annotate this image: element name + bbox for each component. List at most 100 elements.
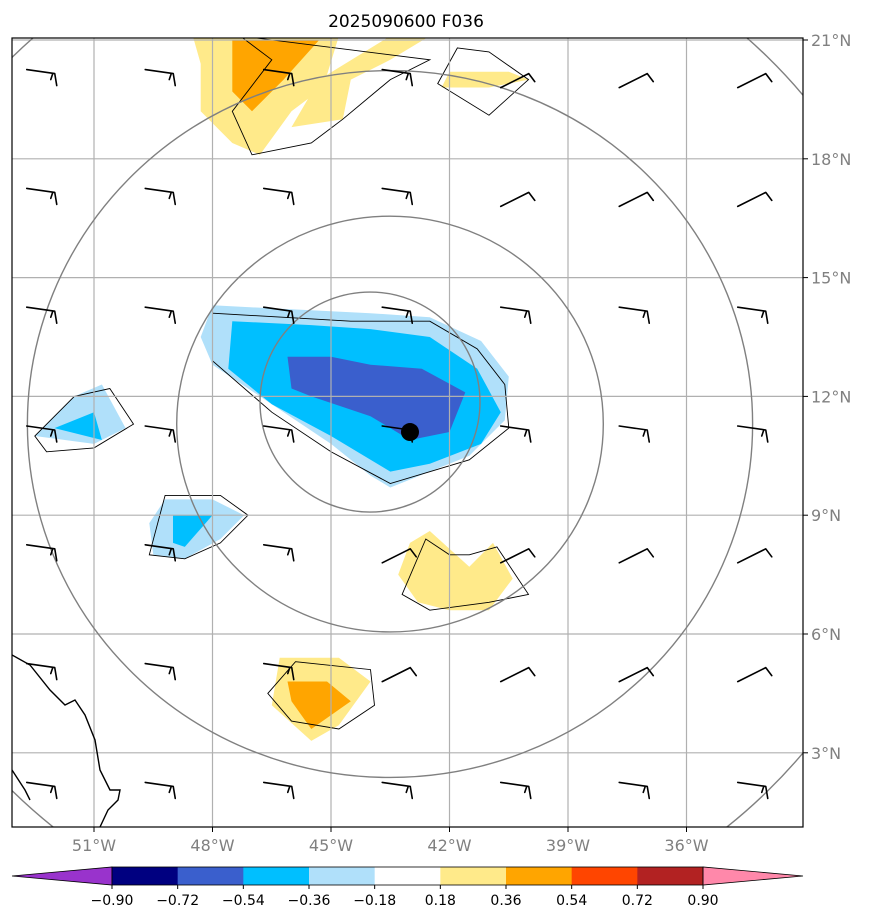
- wind-barb: [736, 781, 769, 800]
- x-tick-label: 48°W: [190, 836, 234, 855]
- wind-barb: [381, 306, 414, 324]
- wind-barb: [144, 68, 177, 87]
- filled-region-13: [287, 681, 351, 729]
- colorbar-label: 0.54: [556, 893, 587, 909]
- colorbar-extend-high: [702, 866, 804, 886]
- storm-center-marker: [401, 423, 419, 442]
- x-tick-label: 45°W: [309, 836, 353, 855]
- colorbar-label: 0.18: [425, 893, 456, 909]
- filled-region-9: [291, 38, 427, 128]
- wind-barb: [25, 781, 58, 800]
- wind-barb: [25, 544, 58, 562]
- filled-region-4: [54, 412, 102, 440]
- wind-barb: [499, 306, 532, 324]
- wind-barb: [25, 662, 58, 681]
- wind-barb: [381, 666, 418, 683]
- y-tick-label: 9°N: [811, 506, 841, 525]
- colorbar-segment: [374, 867, 441, 885]
- y-tick-label: 15°N: [811, 269, 851, 288]
- wind-barb: [144, 781, 177, 800]
- wind-barb: [144, 187, 177, 206]
- colorbar: −0.90 −0.72 −0.54 −0.36 −0.18 0.18 0.36 0.54 0.7…: [11, 866, 804, 909]
- colorbar-segment: [440, 867, 507, 885]
- plot-frame: [11, 37, 804, 828]
- coastline: [12, 654, 121, 827]
- wind-barb: [736, 191, 773, 208]
- coastline-path-2: [12, 769, 31, 801]
- contour-line-3: [437, 47, 530, 116]
- wind-barb: [499, 72, 536, 89]
- contour-line-5: [267, 661, 375, 730]
- wind-barb: [499, 191, 536, 208]
- wind-barb: [618, 425, 651, 443]
- x-tick-label: 39°W: [546, 836, 590, 855]
- wind-barb: [618, 666, 655, 683]
- wind-barb: [499, 666, 536, 683]
- filled-contours: [34, 38, 529, 741]
- colorbar-label: 0.36: [490, 893, 521, 909]
- wind-barb: [25, 425, 58, 443]
- x-tick-label: 42°W: [427, 836, 471, 855]
- chart-title: 2025090600 F036: [328, 12, 484, 32]
- colorbar-label: −0.18: [353, 893, 396, 909]
- wind-barb: [262, 425, 295, 443]
- colorbar-label: −0.36: [288, 893, 331, 909]
- contour-line-4: [231, 38, 432, 156]
- wind-barb: [618, 548, 655, 564]
- wind-barb: [262, 662, 295, 681]
- coastline-path: [12, 654, 121, 827]
- range-ring-0: [175, 215, 605, 633]
- colorbar-segment: [637, 867, 704, 885]
- y-tick-label: 21°N: [811, 31, 851, 50]
- colorbar-label: 0.90: [687, 893, 718, 909]
- y-axis-ticks: 21°N 18°N 15°N 12°N 9°N 6°N 3°N: [803, 31, 851, 763]
- filled-region-2: [287, 356, 466, 440]
- wind-barb: [736, 666, 773, 683]
- wind-barb: [736, 72, 773, 89]
- x-axis-ticks: 51°W 48°W 45°W 42°W 39°W 36°W: [72, 827, 709, 855]
- colorbar-label: 0.72: [622, 893, 653, 909]
- colorbar-frame: [111, 866, 704, 886]
- x-tick-label: 51°W: [72, 836, 116, 855]
- filled-region-11: [398, 531, 513, 611]
- grid-lines: [12, 38, 803, 827]
- wind-barb: [381, 187, 414, 206]
- y-tick-label: 12°N: [811, 387, 851, 406]
- y-tick-label: 18°N: [811, 150, 851, 169]
- wind-barbs: [25, 68, 773, 800]
- colorbar-label: −0.54: [222, 893, 265, 909]
- colorbar-extend-low: [11, 866, 113, 886]
- wind-barb: [381, 68, 414, 87]
- wind-barb: [262, 544, 295, 562]
- wind-barb: [736, 548, 773, 564]
- wind-barb: [144, 425, 177, 443]
- wind-barb: [144, 544, 177, 562]
- wind-barb: [25, 68, 58, 87]
- wind-barb: [262, 187, 295, 206]
- colorbar-segment: [177, 867, 244, 885]
- wind-barb: [618, 191, 655, 208]
- wind-barb: [736, 306, 769, 324]
- contour-line-2: [148, 494, 249, 560]
- wind-barb: [144, 662, 177, 681]
- wind-barb: [381, 781, 414, 800]
- wind-barb: [618, 781, 651, 800]
- wind-barb: [499, 425, 532, 443]
- wind-barb: [618, 306, 651, 324]
- wind-barb: [25, 187, 58, 206]
- wind-barb: [618, 72, 655, 89]
- colorbar-segment: [112, 867, 179, 885]
- colorbar-segment: [243, 867, 310, 885]
- wind-barb: [262, 306, 295, 324]
- wind-barb: [499, 781, 532, 800]
- colorbar-segment: [309, 867, 376, 885]
- contour-line-0: [212, 312, 510, 484]
- y-tick-label: 6°N: [811, 625, 841, 644]
- filled-region-10: [441, 71, 529, 88]
- range-ring-inner: [259, 291, 481, 513]
- wind-barb: [381, 548, 418, 564]
- wind-barb: [262, 781, 295, 800]
- filled-region-8: [232, 40, 320, 112]
